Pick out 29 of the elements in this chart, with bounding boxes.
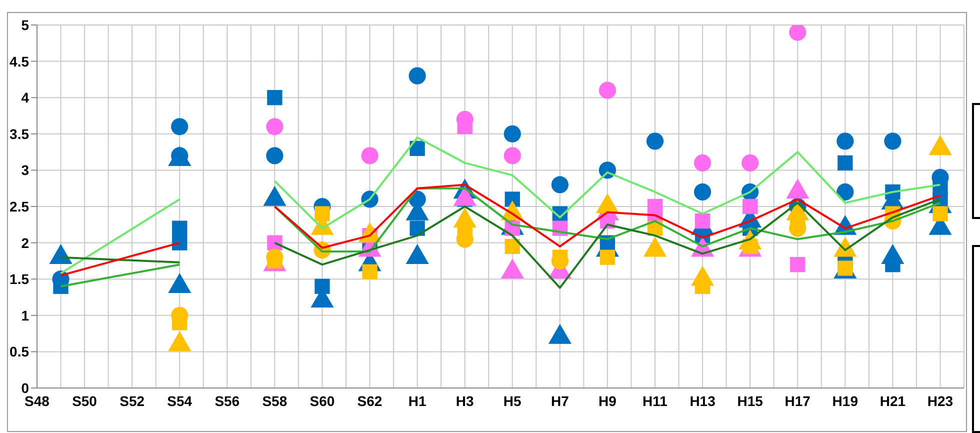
y-tick-label: 2.5	[10, 198, 30, 214]
x-tick-label: S60	[310, 392, 335, 409]
x-tick-label: H21	[880, 392, 906, 409]
x-tick-label: H17	[784, 392, 811, 409]
y-tick-label: 1	[21, 307, 30, 324]
y-tick-label: 3.5	[10, 126, 30, 142]
x-tick-label: S62	[357, 392, 382, 409]
x-tick-label: S50	[72, 392, 98, 409]
x-tick-label: H5	[503, 392, 522, 409]
y-tick-label: 3	[21, 162, 30, 178]
x-tick-label: H3	[456, 392, 474, 409]
x-tick-label: S58	[262, 392, 288, 409]
x-tick-label: H23	[927, 392, 954, 409]
y-tick-label: 2	[21, 234, 30, 251]
x-tick-label: H13	[690, 392, 716, 409]
x-tick-label: H11	[642, 392, 668, 409]
y-tick-label: 0.5	[10, 344, 30, 360]
x-tick-label: H1	[408, 392, 426, 409]
x-tick-label: H9	[598, 392, 617, 409]
x-tick-label: H7	[550, 392, 570, 409]
y-tick-label: 4.5	[10, 53, 30, 70]
x-tick-label: S52	[120, 392, 145, 409]
x-tick-label: S54	[167, 392, 192, 409]
x-tick-label: H15	[737, 392, 764, 409]
x-tick-label: H19	[832, 392, 858, 409]
y-tick-label: 1.5	[10, 271, 30, 288]
y-tick-label: 5	[21, 16, 30, 33]
x-tick-label: S56	[214, 392, 240, 409]
y-tick-label: 4	[21, 90, 30, 106]
